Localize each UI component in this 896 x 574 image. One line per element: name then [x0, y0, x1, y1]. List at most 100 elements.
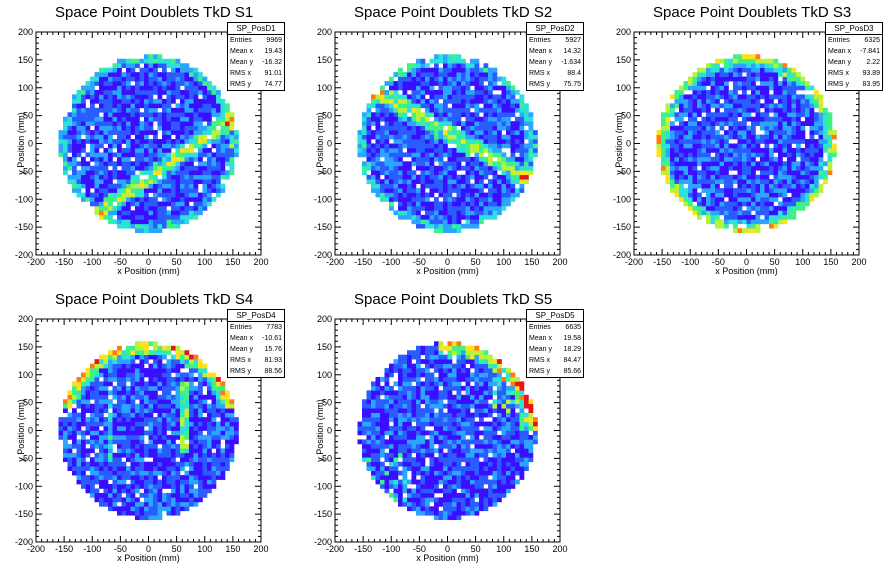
heatmap-cell — [148, 170, 154, 176]
heatmap-cell — [189, 488, 194, 494]
stats-label: RMS y — [529, 81, 550, 88]
heatmap-cell — [393, 134, 399, 140]
heatmap-cell — [144, 170, 149, 176]
heatmap-cell — [157, 492, 163, 498]
heatmap-cell — [706, 98, 711, 104]
heatmap-cell — [818, 152, 824, 158]
heatmap-cell — [207, 89, 212, 95]
heatmap-cell — [135, 116, 140, 122]
heatmap-cell — [800, 121, 806, 126]
heatmap-cell — [447, 76, 453, 82]
heatmap-cell — [375, 188, 381, 193]
heatmap-cell — [483, 103, 489, 109]
heatmap-cell — [389, 116, 394, 122]
heatmap-cell — [126, 399, 131, 405]
heatmap-cell — [153, 492, 158, 498]
heatmap-cell — [189, 479, 194, 485]
heatmap-cell — [171, 417, 176, 422]
heatmap-cell — [796, 81, 801, 86]
heatmap-cell — [85, 488, 91, 494]
heatmap-cell — [447, 89, 453, 95]
heatmap-cell — [456, 58, 462, 64]
heatmap-cell — [175, 408, 181, 413]
heatmap-cell — [818, 174, 824, 180]
heatmap-cell — [420, 89, 426, 95]
heatmap-cell — [126, 170, 131, 176]
heatmap-cell — [184, 350, 190, 356]
heatmap-cell — [103, 134, 109, 140]
heatmap-cell — [751, 183, 756, 189]
heatmap-cell — [706, 125, 711, 131]
heatmap-cell — [157, 434, 163, 440]
heatmap-cell — [153, 466, 158, 471]
heatmap-cell — [665, 161, 671, 167]
heatmap-cell — [153, 107, 158, 113]
heatmap-cell — [746, 76, 752, 82]
heatmap-cell — [751, 147, 756, 153]
heatmap-cell — [153, 426, 158, 431]
heatmap-cell — [135, 470, 140, 476]
heatmap-cell — [103, 426, 109, 431]
heatmap-cell — [166, 408, 172, 413]
heatmap-cell — [733, 107, 738, 113]
heatmap-cell — [746, 197, 752, 202]
heatmap-cell — [746, 147, 752, 153]
heatmap-cell — [112, 205, 118, 211]
heatmap-cell — [375, 165, 381, 171]
stats-label: RMS y — [828, 81, 849, 88]
heatmap-cell — [519, 125, 525, 131]
heatmap-cell — [144, 98, 149, 104]
heatmap-cell — [438, 76, 444, 82]
heatmap-cell — [773, 112, 779, 118]
heatmap-cell — [117, 147, 122, 153]
heatmap-cell — [225, 143, 230, 149]
heatmap-cell — [683, 139, 689, 144]
heatmap-cell — [130, 116, 136, 122]
heatmap-cell — [479, 134, 484, 140]
heatmap-cell — [189, 448, 194, 454]
heatmap-cell — [818, 116, 824, 122]
heatmap-cell — [384, 183, 390, 189]
heatmap-cell — [474, 89, 480, 95]
heatmap-cell — [447, 81, 453, 86]
heatmap-cell — [724, 192, 729, 198]
heatmap-cell — [746, 143, 752, 149]
heatmap-cell — [175, 434, 181, 440]
heatmap-cell — [760, 147, 765, 153]
heatmap-cell — [384, 165, 390, 171]
heatmap-cell — [153, 116, 158, 122]
heatmap-cell — [742, 188, 747, 193]
heatmap-cell — [81, 161, 86, 167]
heatmap-cell — [175, 426, 181, 431]
heatmap-cell — [429, 156, 435, 162]
heatmap-cell — [470, 121, 475, 126]
heatmap-cell — [692, 139, 698, 144]
heatmap-cell — [175, 443, 181, 449]
heatmap-cell — [791, 72, 797, 77]
heatmap-cell — [510, 125, 516, 131]
heatmap-cell — [189, 112, 194, 118]
heatmap-cell — [112, 434, 118, 440]
heatmap-cell — [157, 466, 163, 471]
heatmap-cell — [764, 192, 770, 198]
heatmap-cell — [193, 121, 199, 126]
y-tick-label: -150 — [314, 222, 332, 232]
heatmap-cell — [800, 170, 806, 176]
heatmap-cell — [220, 143, 226, 149]
heatmap-cell — [479, 76, 484, 82]
plot-title: Space Point Doublets TkD S1 — [55, 4, 254, 21]
heatmap-cell — [528, 152, 534, 158]
heatmap-cell — [683, 125, 689, 131]
heatmap-cell — [407, 170, 412, 176]
heatmap-cell — [760, 139, 765, 144]
heatmap-cell — [202, 89, 208, 95]
heatmap-cell — [184, 197, 190, 202]
heatmap-cell — [665, 116, 671, 122]
heatmap-cell — [184, 121, 190, 126]
heatmap-cell — [63, 147, 68, 153]
heatmap-cell — [81, 98, 86, 104]
heatmap-cell — [515, 139, 520, 144]
heatmap-cell — [153, 443, 158, 449]
heatmap-cell — [510, 147, 516, 153]
heatmap-cell — [782, 81, 788, 86]
